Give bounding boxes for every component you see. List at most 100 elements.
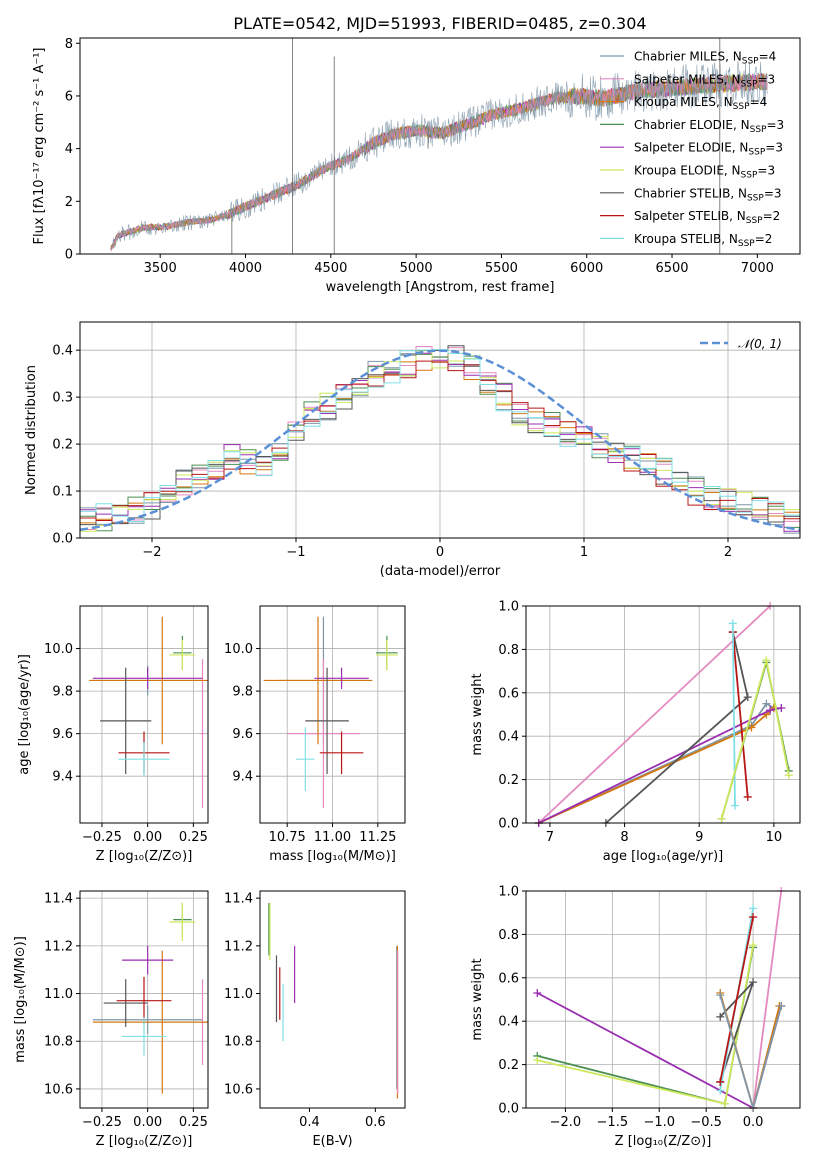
spectrum-panel: 3500 4000 4500 5000 5500 6000 6500 7000 0 2 4 6 8 Cha… [32, 37, 801, 295]
mass-weight-line [731, 631, 749, 798]
legend-series-name: Kroupa MILES, N [634, 95, 733, 109]
y-tick-label: 0.0 [498, 1102, 519, 1117]
x-tick-label: −2.0 [550, 1115, 582, 1130]
x-tick-label: −1.5 [597, 1115, 629, 1130]
y-tick-label: 2 [65, 195, 73, 210]
legend-entry: Salpeter ELODIE, NSSP=3 [634, 141, 783, 158]
y-axis-label: mass [log₁₀(M/M⊙)] [13, 936, 28, 1063]
y-tick-label: 10.8 [224, 1035, 253, 1050]
x-tick-label: 10.75 [269, 830, 306, 845]
x-tick-label: −0.5 [690, 1115, 722, 1130]
axes-frame [79, 890, 209, 1109]
x-tick-label: 5000 [400, 261, 433, 276]
x-tick-label: 10 [766, 830, 783, 845]
y-tick-label: 0.0 [498, 817, 519, 832]
age-vs-metallicity-panel: −0.25 0.00 0.25 9.4 9.6 9.8 10.0 Z [log₁₀(Z/Z⊙)… [17, 605, 209, 864]
legend-ssp-count: =3 [757, 72, 775, 86]
legend-ssp-count: =2 [763, 209, 781, 223]
legend-series-name: Salpeter MILES, N [634, 72, 741, 86]
legend-series-name: Chabrier STELIB, N [634, 186, 747, 200]
y-tick-label: 0 [65, 248, 73, 263]
legend-series-name: Chabrier MILES, N [634, 50, 742, 64]
plus-marker [743, 693, 752, 702]
legend-subscript: SSP [742, 57, 759, 67]
y-tick-label: 0.4 [498, 730, 519, 745]
legend-entry: Chabrier STELIB, NSSP=3 [634, 186, 782, 203]
x-tick-label: −0.25 [82, 830, 122, 845]
x-tick-label: 6500 [655, 261, 688, 276]
x-tick-label: −1 [286, 545, 305, 560]
legend-entry: Salpeter MILES, NSSP=3 [634, 72, 775, 89]
plus-marker [747, 723, 756, 732]
y-tick-label: 9.6 [232, 727, 253, 742]
legend-series-name: Salpeter ELODIE, N [634, 141, 748, 155]
legend-ssp-count: =4 [750, 95, 768, 109]
x-tick-label: 6000 [570, 261, 603, 276]
y-axis-label: mass weight [470, 673, 485, 755]
legend-series-name: Kroupa ELODIE, N [634, 164, 741, 178]
legend-entry: Kroupa STELIB, NSSP=2 [634, 232, 772, 249]
mass-weight-vs-metallicity-panel: −2.0 −1.5 −1.0 −0.5 0.0 0.0 0.2 0.4 0.6 0.8 1.0 Z [… [470, 885, 801, 1149]
y-tick-label: 0.6 [498, 686, 519, 701]
legend-subscript: SSP [733, 102, 750, 112]
y-tick-label: 11.0 [44, 987, 73, 1002]
y-tick-label: 11.2 [224, 939, 253, 954]
y-tick-label: 0.0 [52, 532, 73, 547]
y-tick-label: 10.6 [44, 1082, 73, 1097]
legend-subscript: SSP [738, 239, 755, 249]
x-tick-label: 0.25 [179, 1115, 208, 1130]
mass-weight-line [720, 660, 790, 819]
y-tick-label: 1.0 [498, 885, 519, 900]
mass-weight-line [538, 702, 775, 823]
x-tick-label: 11.25 [359, 830, 396, 845]
x-tick-label: 0.4 [299, 1115, 320, 1130]
plus-marker [766, 706, 775, 715]
legend-entry: Chabrier MILES, NSSP=4 [634, 50, 776, 67]
legend-subscript: SSP [748, 148, 765, 158]
plus-marker [777, 1002, 786, 1011]
y-tick-label: 0.4 [52, 344, 73, 359]
plus-marker [717, 814, 726, 823]
y-tick-label: 11.4 [44, 892, 73, 907]
y-tick-label: 11.2 [44, 939, 73, 954]
y-tick-label: 0.2 [498, 773, 519, 788]
x-tick-label: 7000 [741, 261, 774, 276]
y-tick-label: 6 [65, 89, 73, 104]
age-vs-mass-panel: 10.75 11.00 11.25 9.4 9.6 9.8 10.0 mass [log₁₀(… [224, 605, 406, 864]
mass-weight-line [719, 994, 783, 1108]
x-tick-label: 5500 [485, 261, 518, 276]
axes-frame [259, 890, 406, 1109]
y-tick-label: 11.0 [224, 987, 253, 1002]
x-tick-label: 8 [620, 830, 628, 845]
axes-frame [259, 605, 406, 824]
y-tick-label: 11.4 [224, 892, 253, 907]
x-tick-label: 7 [546, 830, 554, 845]
legend-series-name: Chabrier ELODIE, N [634, 118, 750, 132]
mass-weight-line [720, 662, 790, 819]
x-axis-label: E(B-V) [312, 1134, 352, 1149]
y-tick-label: 1.0 [498, 600, 519, 615]
residuals-panel: −2 −1 0 1 2 0.0 0.1 0.2 0.3 0.4 𝒩(0, 1) (data-model… [24, 321, 801, 579]
y-tick-label: 9.4 [52, 770, 73, 785]
x-axis-label: age [log₁₀(age/yr)] [603, 849, 724, 864]
plus-marker [716, 991, 725, 1000]
y-tick-label: 0.3 [52, 391, 73, 406]
legend-ssp-count: =3 [765, 141, 783, 155]
y-tick-label: 10.0 [224, 642, 253, 657]
plus-marker [749, 904, 758, 913]
plus-marker [762, 699, 771, 708]
legend-subscript: SSP [741, 79, 758, 89]
x-tick-label: −1.0 [643, 1115, 675, 1130]
y-axis-label: mass weight [470, 958, 485, 1040]
mass-vs-extinction-panel: 0.4 0.6 10.6 10.8 11.0 11.2 11.4 E(B-V) [224, 890, 406, 1149]
legend-subscript: SSP [747, 193, 764, 203]
legend-ssp-count: =3 [757, 164, 775, 178]
y-axis-label: Normed distribution [24, 365, 39, 495]
legend-series-name: Kroupa STELIB, N [634, 232, 738, 246]
y-tick-label: 0.8 [498, 928, 519, 943]
y-tick-label: 9.4 [232, 770, 253, 785]
plus-marker [728, 619, 737, 628]
plus-marker [784, 771, 793, 780]
mass-weight-line [719, 916, 754, 1083]
